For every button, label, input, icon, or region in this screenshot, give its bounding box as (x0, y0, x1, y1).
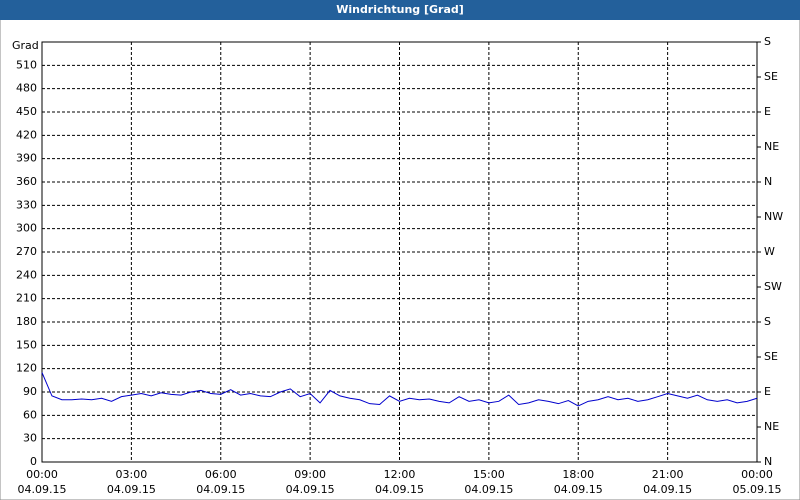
y-tick-label: 90 (23, 385, 37, 398)
y2-tick-label: SW (764, 280, 782, 293)
x-tick-label: 21:00 (652, 468, 684, 481)
y2-tick-label: E (764, 105, 771, 118)
x-tick-label: 09:00 (294, 468, 326, 481)
y2-tick-label: W (764, 245, 775, 258)
y2-tick-label: S (764, 35, 771, 48)
y2-tick-label: N (764, 455, 772, 468)
y-tick-label: 480 (16, 82, 37, 95)
x-tick-label: 15:00 (473, 468, 505, 481)
x-tick-date: 04.09.15 (375, 483, 424, 496)
y-tick-label: 300 (16, 222, 37, 235)
y-tick-label: 240 (16, 268, 37, 281)
data-line (41, 372, 758, 407)
y-tick-label: 60 (23, 408, 37, 421)
y-tick-label: 420 (16, 128, 37, 141)
x-tick-label: 06:00 (205, 468, 237, 481)
y-tick-label: 150 (16, 338, 37, 351)
y2-tick-label: NE (764, 420, 779, 433)
y-tick-label: 330 (16, 198, 37, 211)
y2-tick-label: SE (764, 70, 778, 83)
y-tick-label: 510 (16, 58, 37, 71)
title-bar (0, 0, 800, 20)
y2-tick-label: SE (764, 350, 778, 363)
y-tick-label: 450 (16, 105, 37, 118)
x-tick-label: 12:00 (384, 468, 416, 481)
x-tick-date: 04.09.15 (18, 483, 67, 496)
y2-tick-label: S (764, 315, 771, 328)
x-tick-date: 04.09.15 (554, 483, 603, 496)
x-tick-date: 04.09.15 (464, 483, 513, 496)
x-tick-label: 00:00 (741, 468, 773, 481)
y-tick-label: 270 (16, 245, 37, 258)
x-tick-date: 05.09.15 (733, 483, 782, 496)
y-tick-label: 120 (16, 362, 37, 375)
y2-tick-label: NE (764, 140, 779, 153)
y2-tick-label: NW (764, 210, 783, 223)
y-tick-label: 180 (16, 315, 37, 328)
y2-tick-label: N (764, 175, 772, 188)
y-tick-label: 390 (16, 152, 37, 165)
y-tick-label: 0 (30, 455, 37, 468)
y-axis-label: Grad (12, 39, 39, 52)
y-tick-label: 30 (23, 432, 37, 445)
y2-tick-label: E (764, 385, 771, 398)
y-tick-label: 210 (16, 292, 37, 305)
x-tick-label: 03:00 (116, 468, 148, 481)
x-tick-date: 04.09.15 (643, 483, 692, 496)
x-tick-label: 18:00 (562, 468, 594, 481)
x-tick-date: 04.09.15 (196, 483, 245, 496)
x-tick-date: 04.09.15 (286, 483, 335, 496)
chart-title: Windrichtung [Grad] (336, 3, 464, 16)
x-tick-date: 04.09.15 (107, 483, 156, 496)
y-tick-label: 360 (16, 175, 37, 188)
x-tick-label: 00:00 (26, 468, 58, 481)
